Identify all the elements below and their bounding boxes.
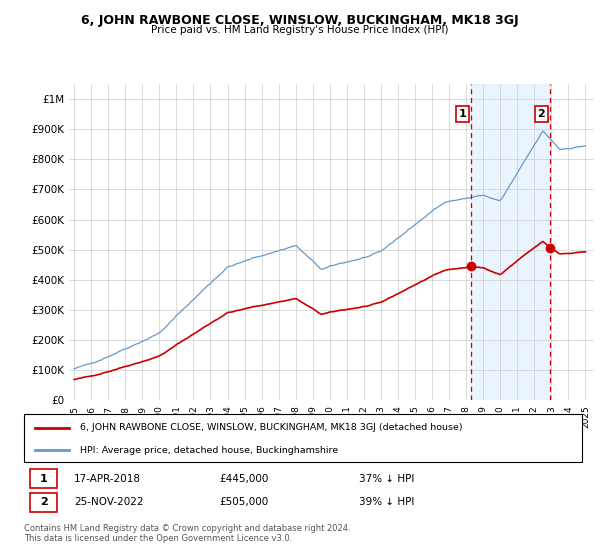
Text: HPI: Average price, detached house, Buckinghamshire: HPI: Average price, detached house, Buck… — [80, 446, 338, 455]
Text: 25-NOV-2022: 25-NOV-2022 — [74, 497, 144, 507]
Text: 2: 2 — [40, 497, 47, 507]
Text: £505,000: £505,000 — [220, 497, 269, 507]
Text: 2: 2 — [537, 109, 545, 119]
Text: £445,000: £445,000 — [220, 474, 269, 484]
Text: 37% ↓ HPI: 37% ↓ HPI — [359, 474, 414, 484]
Text: 6, JOHN RAWBONE CLOSE, WINSLOW, BUCKINGHAM, MK18 3GJ (detached house): 6, JOHN RAWBONE CLOSE, WINSLOW, BUCKINGH… — [80, 423, 463, 432]
Text: 1: 1 — [40, 474, 47, 484]
Text: Contains HM Land Registry data © Crown copyright and database right 2024.
This d: Contains HM Land Registry data © Crown c… — [24, 524, 350, 543]
Text: 17-APR-2018: 17-APR-2018 — [74, 474, 141, 484]
Text: Price paid vs. HM Land Registry's House Price Index (HPI): Price paid vs. HM Land Registry's House … — [151, 25, 449, 35]
Bar — [471, 84, 550, 400]
Text: 6, JOHN RAWBONE CLOSE, WINSLOW, BUCKINGHAM, MK18 3GJ: 6, JOHN RAWBONE CLOSE, WINSLOW, BUCKINGH… — [81, 14, 519, 27]
Text: 39% ↓ HPI: 39% ↓ HPI — [359, 497, 414, 507]
Bar — [29, 469, 58, 488]
Bar — [29, 493, 58, 512]
Text: 1: 1 — [459, 109, 466, 119]
